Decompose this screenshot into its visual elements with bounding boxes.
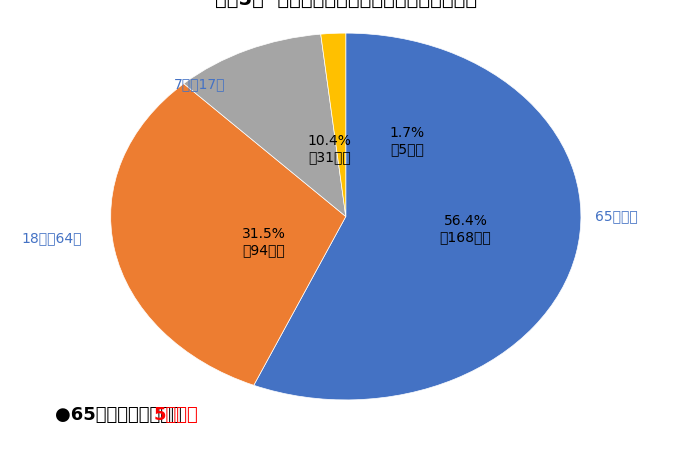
Title: 令和5年  熱中症搬送人員における年齢別の割合: 令和5年 熱中症搬送人員における年齢別の割合 xyxy=(215,0,477,9)
Text: 56.4%
（168人）: 56.4% （168人） xyxy=(440,214,491,244)
Wedge shape xyxy=(110,83,346,385)
Text: 10.4%
（31人）: 10.4% （31人） xyxy=(308,134,351,164)
Text: 31.5%
（94人）: 31.5% （94人） xyxy=(241,227,286,258)
Wedge shape xyxy=(254,33,581,400)
Text: 7歳未満: 7歳未満 xyxy=(395,59,428,73)
Wedge shape xyxy=(184,34,346,216)
Wedge shape xyxy=(321,33,346,216)
Text: ●65歳以上の高齢者が: ●65歳以上の高齢者が xyxy=(55,406,182,424)
Text: 1.7%
（5人）: 1.7% （5人） xyxy=(389,125,424,156)
Text: 18歳～64歳: 18歳～64歳 xyxy=(21,231,82,245)
Text: 5割以上: 5割以上 xyxy=(154,406,199,424)
Text: 7歳～17歳: 7歳～17歳 xyxy=(175,78,226,92)
Text: 65歳以上: 65歳以上 xyxy=(595,210,638,224)
